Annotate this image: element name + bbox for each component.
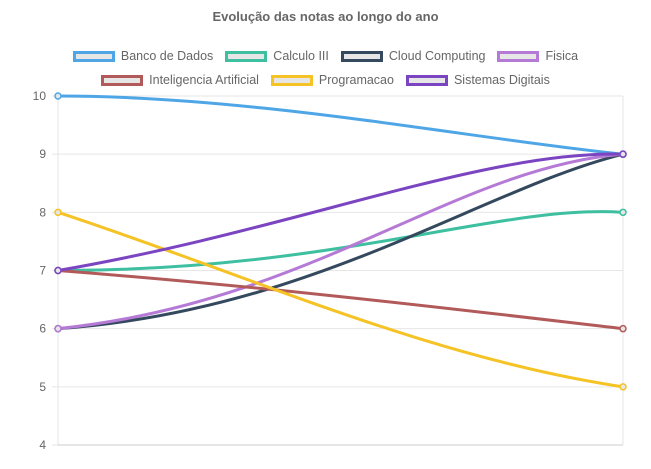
data-point — [54, 92, 62, 100]
y-tick-label: 6 — [39, 322, 46, 336]
data-point — [54, 324, 62, 333]
y-tick-label: 5 — [39, 380, 46, 394]
legend-item-cloud-computing[interactable]: Cloud Computing — [340, 49, 486, 63]
legend-label: Calculo III — [273, 49, 329, 63]
legend-item-sistemas-digitais[interactable]: Sistemas Digitais — [405, 73, 550, 87]
legend-swatch — [405, 74, 448, 86]
data-point — [54, 266, 62, 275]
legend-swatch — [340, 50, 383, 62]
legend-swatch — [225, 50, 268, 62]
legend-item-programacao[interactable]: Programacao — [270, 73, 394, 87]
series-line — [56, 269, 625, 331]
chart-title: Evolução das notas ao longo do ano — [212, 9, 439, 24]
legend-item-fisica[interactable]: Fisica — [497, 49, 578, 63]
series-line — [56, 94, 625, 156]
y-tick-label: 10 — [33, 89, 47, 103]
legend-row-2: Inteligencia Artificial Programacao Sist… — [0, 68, 651, 92]
legend-label: Banco de Dados — [120, 49, 214, 63]
y-tick-label: 9 — [39, 147, 46, 161]
data-point — [619, 208, 627, 217]
series-line — [56, 152, 625, 331]
legend-swatch — [270, 74, 313, 86]
legend-label: Fisica — [545, 49, 579, 63]
legend-item-calculo-iii[interactable]: Calculo III — [225, 49, 329, 63]
series-line — [56, 152, 625, 331]
series-line — [56, 210, 625, 389]
legend-swatch — [72, 50, 115, 62]
y-tick-label: 8 — [39, 205, 46, 219]
series-line — [56, 152, 625, 272]
data-point — [54, 208, 62, 217]
series-line — [56, 210, 625, 272]
legend-label: Programacao — [318, 73, 394, 87]
legend-swatch — [497, 50, 540, 62]
legend-label: Cloud Computing — [388, 49, 486, 63]
legend-label: Inteligencia Artificial — [149, 73, 259, 87]
legend-item-inteligencia-artificial[interactable]: Inteligencia Artificial — [101, 73, 259, 87]
y-tick-label: 7 — [39, 264, 46, 278]
legend-row-1: Banco de Dados Calculo III Cloud Computi… — [0, 44, 651, 68]
chart-legend: Banco de Dados Calculo III Cloud Computi… — [0, 44, 651, 92]
legend-swatch — [101, 74, 144, 86]
y-tick-label: 4 — [39, 438, 46, 452]
legend-label: Sistemas Digitais — [453, 73, 550, 87]
legend-item-banco-de-dados[interactable]: Banco de Dados — [72, 49, 214, 63]
data-point — [619, 383, 627, 391]
data-point — [619, 324, 627, 333]
data-point — [619, 150, 627, 158]
